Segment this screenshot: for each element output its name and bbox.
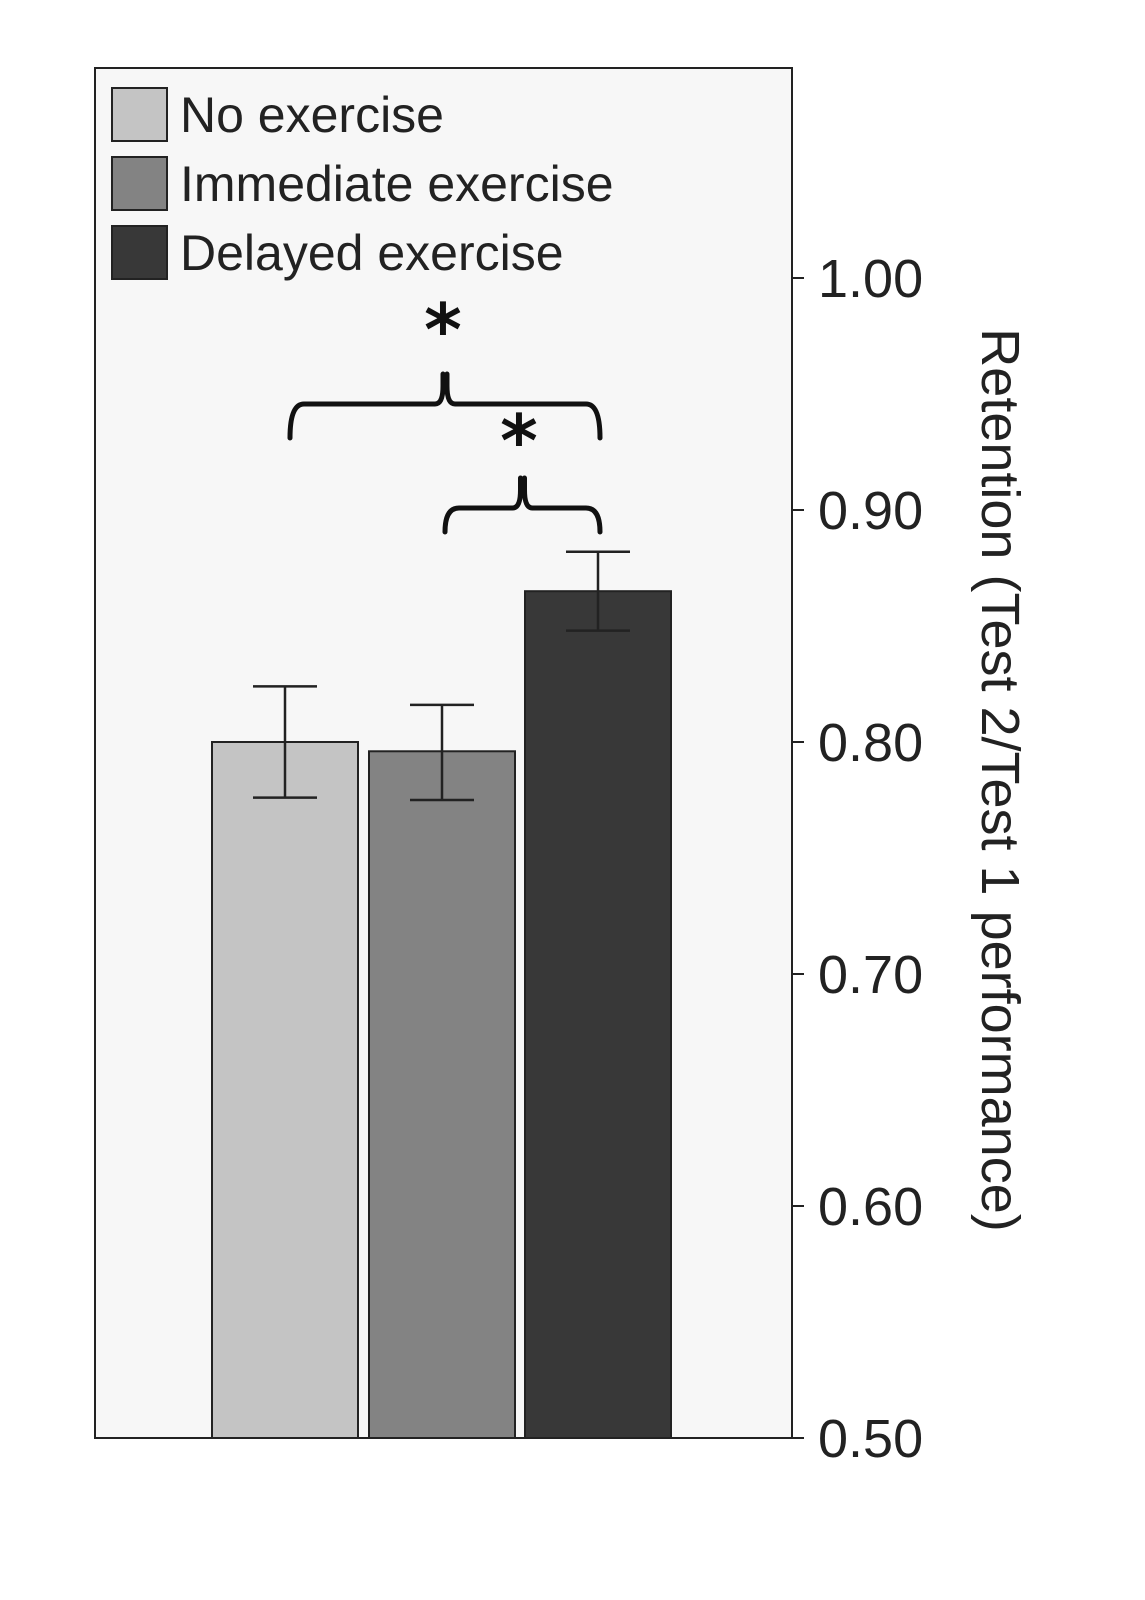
legend-swatch	[111, 156, 168, 211]
y-tick-label: 0.90	[818, 481, 923, 541]
legend: No exercise Immediate exercise Delayed exe…	[111, 87, 614, 281]
legend-item-immediate-exercise: Immediate exercise	[111, 156, 614, 212]
y-tick-label: 0.60	[818, 1177, 923, 1237]
error-bars-layer	[253, 550, 630, 802]
y-axis-title: Retention (Test 2/Test 1 performance)	[970, 328, 1030, 1231]
significance-bracket-line	[287, 371, 603, 441]
legend-label: Delayed exercise	[180, 225, 564, 281]
significance-bracket-1: *	[287, 288, 603, 441]
legend-item-no-exercise: No exercise	[111, 87, 444, 143]
significance-layer: **	[287, 288, 603, 535]
error-bar-immediate-exercise	[410, 703, 474, 802]
error-bar-no-exercise	[253, 685, 317, 799]
significance-star: *	[424, 288, 462, 372]
bar-delayed-exercise	[524, 590, 672, 1439]
y-tick-label: 0.80	[818, 713, 923, 773]
legend-label: No exercise	[180, 87, 444, 143]
error-bar-delayed-exercise	[566, 550, 630, 632]
significance-star: *	[500, 399, 538, 483]
bar-immediate-exercise	[368, 750, 516, 1439]
y-tick-label: 1.00	[818, 249, 923, 309]
legend-swatch	[111, 225, 168, 280]
y-tick-label: 0.50	[818, 1409, 923, 1469]
significance-bracket-line	[442, 475, 603, 535]
legend-swatch	[111, 87, 168, 142]
legend-item-delayed-exercise: Delayed exercise	[111, 225, 564, 281]
y-axis: 0.50 0.60 0.70 0.80 0.90 1.00	[95, 68, 923, 1469]
legend-label: Immediate exercise	[180, 156, 614, 212]
significance-bracket-2: *	[442, 399, 603, 535]
y-tick-label: 0.70	[818, 945, 923, 1005]
bar-no-exercise	[211, 741, 359, 1439]
